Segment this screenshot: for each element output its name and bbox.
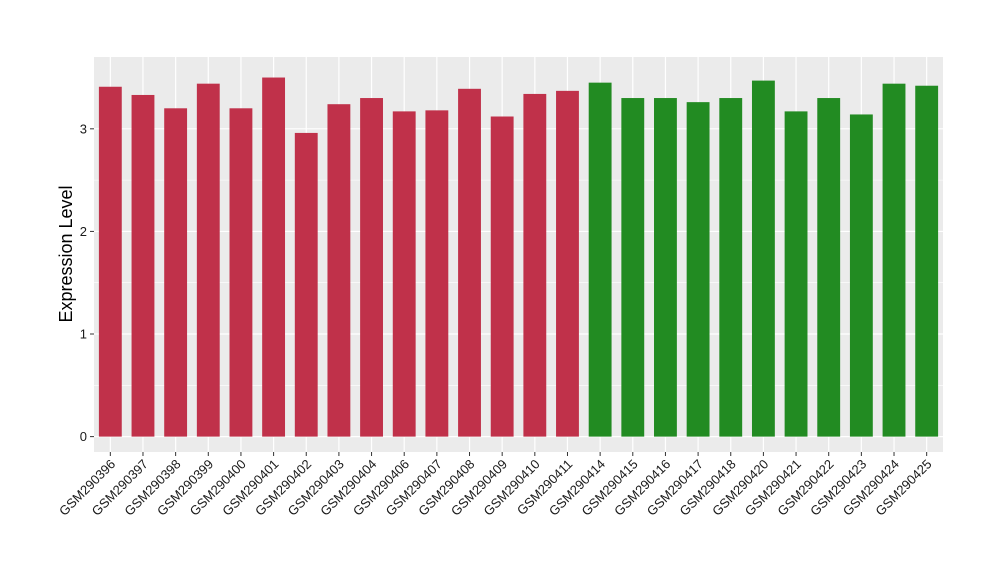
bar-GSM290401 (262, 77, 286, 437)
bar-GSM290407 (425, 110, 449, 437)
bar-GSM290402 (294, 132, 318, 437)
bar-GSM290424 (882, 83, 906, 437)
y-tick-label: 3 (80, 121, 87, 136)
bar-GSM290406 (392, 111, 416, 437)
bar-GSM290404 (360, 98, 383, 437)
bar-GSM290403 (327, 104, 351, 437)
y-axis-title: Expression Level (56, 185, 76, 322)
bar-GSM290417 (686, 102, 710, 437)
bar-GSM290399 (196, 83, 220, 437)
bar-GSM290422 (817, 98, 841, 437)
plot-panel (94, 57, 943, 452)
bar-GSM290414 (588, 82, 612, 437)
bar-GSM290415 (621, 98, 645, 437)
bars (98, 77, 939, 437)
bar-GSM290396 (98, 86, 122, 437)
bar-GSM290411 (556, 90, 579, 437)
bar-GSM290416 (654, 98, 677, 437)
bar-GSM290421 (784, 111, 808, 437)
y-tick-label: 2 (80, 224, 87, 239)
bar-GSM290420 (751, 80, 775, 437)
bar-GSM290397 (131, 94, 155, 437)
bar-GSM290409 (490, 116, 514, 437)
bar-GSM290418 (719, 98, 743, 437)
x-axis: GSM290396GSM290397GSM290398GSM290399GSM2… (56, 452, 935, 519)
bar-GSM290400 (229, 108, 253, 437)
y-tick-label: 1 (80, 327, 87, 342)
y-tick-label: 0 (80, 429, 87, 444)
bar-GSM290410 (523, 93, 547, 437)
y-axis: 0 1 2 3 (80, 121, 94, 444)
bar-GSM290423 (849, 114, 873, 437)
bar-GSM290425 (915, 85, 939, 437)
bar-GSM290408 (458, 88, 481, 437)
bar-GSM290398 (164, 108, 188, 437)
